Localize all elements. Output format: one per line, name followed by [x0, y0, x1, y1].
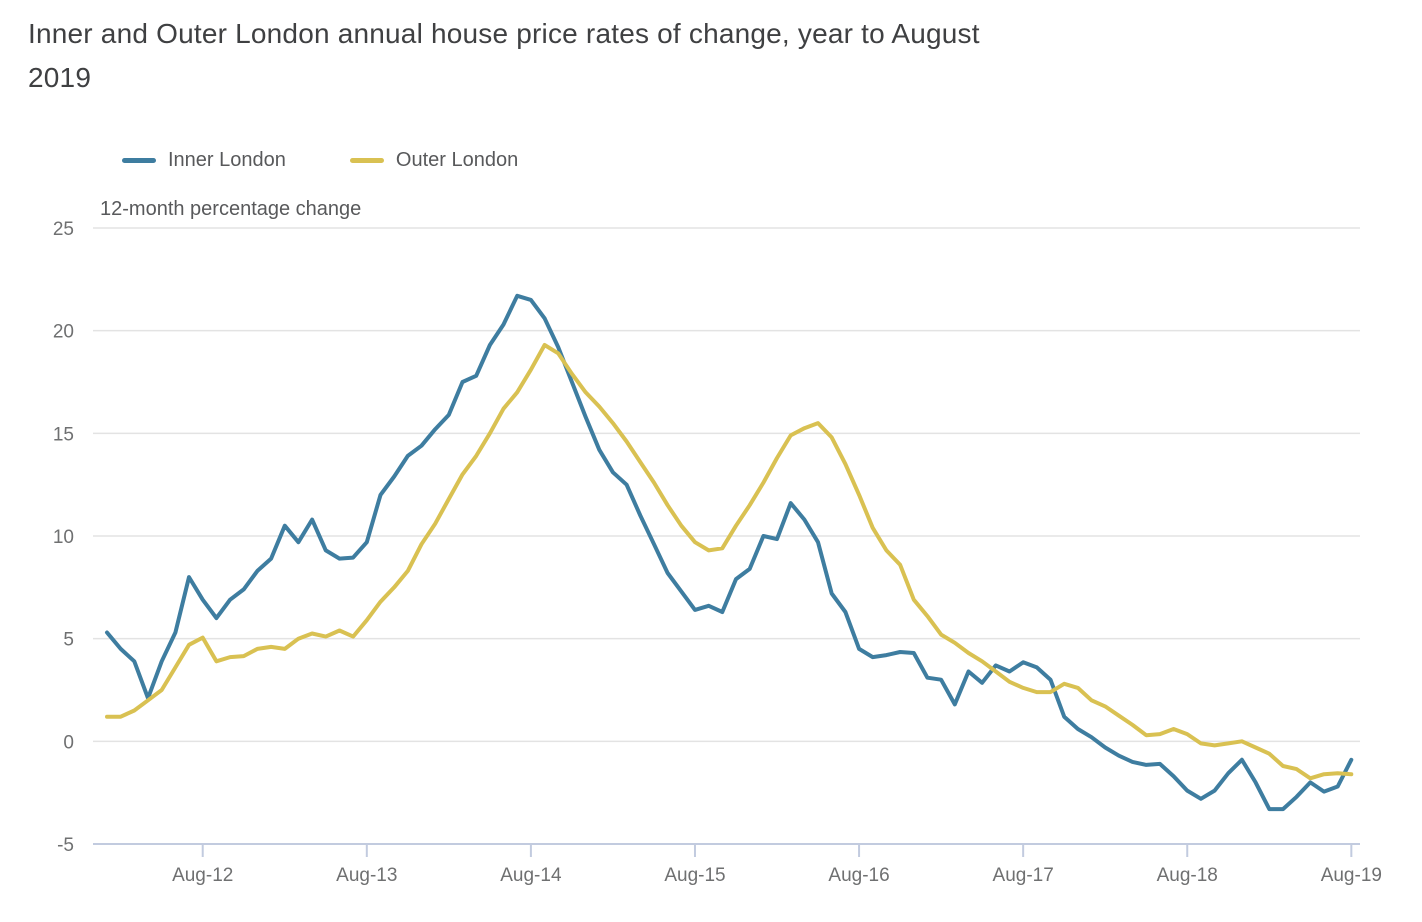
x-axis-tick-label: Aug-18	[1157, 865, 1218, 886]
chart-title: Inner and Outer London annual house pric…	[28, 18, 980, 93]
inner-london-line[interactable]	[105, 293, 1354, 812]
legend-item-inner-london[interactable]: Inner London	[122, 149, 286, 172]
y-axis-tick-label: 0	[63, 732, 74, 753]
inner-london-swatch-icon	[122, 158, 156, 163]
x-axis-tick-label: Aug-14	[500, 865, 562, 886]
y-axis-tick-label: -5	[57, 835, 74, 856]
x-axis-tick-label: Aug-12	[172, 865, 233, 886]
y-axis-tick-label: 20	[53, 322, 74, 343]
legend-label-outer-london: Outer London	[395, 149, 519, 171]
legend-label-inner-london: Inner London	[168, 149, 286, 171]
legend-item-outer-london[interactable]: Outer London	[349, 149, 519, 172]
y-axis-tick-label: 10	[53, 527, 74, 548]
x-axis-tick-label: Aug-13	[336, 865, 397, 886]
outer-london-line[interactable]	[105, 343, 1354, 781]
y-axis-unit-label: 12-month percentage change	[100, 198, 362, 220]
x-axis-tick-label: Aug-19	[1321, 865, 1382, 886]
outer-london-swatch-icon	[349, 158, 384, 163]
x-axis-tick-label: Aug-15	[664, 865, 725, 886]
y-axis-tick-label: 5	[63, 630, 74, 651]
y-axis-tick-label: 25	[53, 219, 74, 240]
chart-legend: Inner London Outer London	[122, 149, 518, 172]
x-axis-tick-label: Aug-17	[993, 865, 1054, 886]
y-axis-tick-label: 15	[53, 424, 74, 445]
x-axis-tick-label: Aug-16	[828, 865, 889, 886]
